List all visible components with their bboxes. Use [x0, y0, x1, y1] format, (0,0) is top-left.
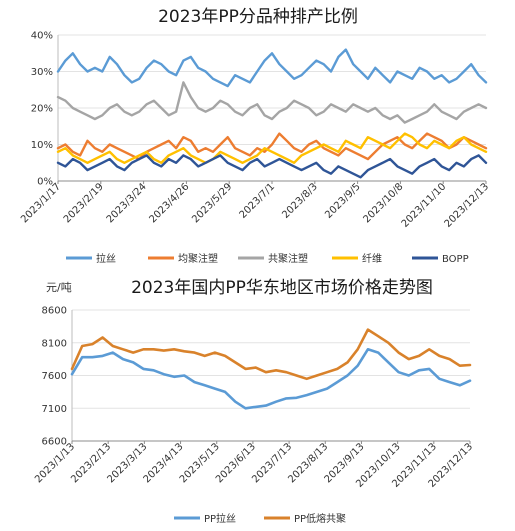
chart-title: 2023年国内PP华东地区市场价格走势图 [131, 278, 433, 298]
series-group [56, 48, 488, 179]
axes: 0% 10% 20% 30% 40% 2023/1/172023/2/192023/3/2… [19, 31, 491, 230]
series-line [56, 48, 488, 88]
x-tick-label: 2023/8/3 [280, 181, 320, 221]
x-tick-label: 2023/2/19 [62, 181, 106, 225]
legend: 拉丝 均聚注塑 共聚注塑 纤维 BOPP [66, 252, 469, 265]
legend: PP拉丝 PP低熔共聚 [174, 512, 346, 525]
y-tick-label: 20% [31, 104, 53, 115]
legend-label: BOPP [442, 254, 469, 265]
y-tick-label: 30% [31, 67, 53, 78]
axes: 660071007600810086002023/1/132023/2/1320… [33, 306, 475, 490]
chart-price-trend: 元/吨 2023年国内PP华东地区市场价格走势图 6600 7100 7600 810… [33, 278, 475, 525]
series-line [56, 154, 488, 179]
series-line [56, 132, 488, 165]
y-tick-label: 8600 [42, 306, 67, 317]
y-unit-label: 元/吨 [46, 281, 72, 294]
series-line [70, 347, 472, 410]
legend-label: 共聚注塑 [268, 252, 308, 265]
series-group [70, 328, 472, 410]
chart-production-ratio: 2023年PP分品种排产比例 0%10%20%30%40%2023/1/1720… [19, 7, 491, 265]
legend-label: 拉丝 [96, 252, 116, 265]
y-tick-label: 6600 [42, 437, 67, 448]
legend-label: PP拉丝 [204, 512, 236, 525]
y-tick-label: 0% [37, 177, 53, 188]
legend-label: 纤维 [362, 252, 382, 265]
y-tick-label: 10% [31, 140, 53, 151]
series-line [70, 328, 472, 381]
x-tick-label: 2023/10/8 [361, 181, 405, 225]
x-tick-label: 2023/9/5 [323, 181, 363, 221]
x-tick-label: 2023/12/13 [443, 181, 492, 230]
series-line [56, 132, 488, 161]
series-line [56, 81, 488, 124]
x-tick-label: 2023/5/29 [190, 181, 234, 225]
x-tick-label: 2023/1/17 [19, 181, 63, 225]
x-tick-label: 2023/4/26 [147, 181, 191, 225]
y-tick-label: 40% [31, 31, 53, 42]
legend-label: 均聚注塑 [178, 252, 218, 265]
y-tick-label: 7600 [42, 371, 67, 382]
legend-label: PP低熔共聚 [294, 512, 346, 525]
chart-title: 2023年PP分品种排产比例 [158, 7, 358, 27]
y-tick-label: 8100 [42, 338, 67, 349]
y-tick-label: 7100 [42, 404, 67, 415]
x-tick-label: 2023/11/10 [400, 181, 449, 230]
x-tick-label: 2023/3/24 [105, 181, 149, 225]
x-tick-label: 2023/7/1 [238, 181, 278, 221]
